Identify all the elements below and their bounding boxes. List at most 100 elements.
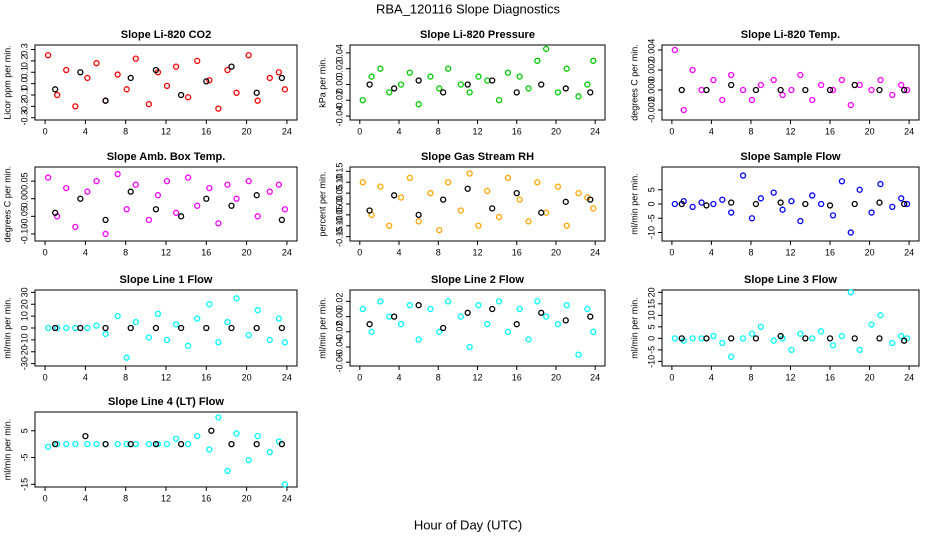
y-tick-label: -0.05 (19, 206, 29, 227)
point (851, 335, 858, 342)
y-tick-label: -0.3 (19, 110, 29, 126)
point (829, 86, 837, 94)
point (898, 195, 905, 202)
point (826, 86, 834, 94)
point (898, 332, 905, 340)
point (228, 202, 235, 209)
x-tick-label: 4 (397, 247, 402, 257)
point (278, 216, 286, 224)
y-tick-label: -0.15 (334, 226, 344, 247)
x-tick-label: 16 (512, 372, 522, 382)
point (194, 432, 201, 440)
panel-title: Slope Line 3 Flow (744, 274, 837, 286)
point (444, 179, 452, 186)
point (154, 310, 162, 317)
point (228, 63, 235, 70)
x-tick-label: 16 (825, 372, 835, 382)
point (868, 86, 875, 94)
point (366, 207, 373, 214)
x-tick-label: 16 (512, 247, 522, 257)
point (464, 81, 471, 88)
point (680, 106, 687, 114)
point (278, 324, 286, 332)
panel-title: Slope Amb. Box Temp. (107, 151, 226, 163)
point (114, 170, 121, 178)
panel-title: Slope Li-820 Pressure (420, 29, 535, 41)
x-tick-label: 12 (161, 126, 171, 136)
point (838, 332, 846, 340)
y-tick-label: 0.002 (646, 59, 656, 82)
point (163, 82, 171, 90)
point (719, 196, 726, 203)
point (114, 71, 121, 78)
y-tick-label: 0 (646, 336, 656, 341)
point (377, 65, 384, 72)
point (710, 76, 717, 84)
point (728, 335, 735, 342)
point (809, 192, 816, 199)
point (757, 195, 764, 202)
point (513, 189, 520, 197)
point (457, 313, 464, 320)
point (224, 467, 231, 475)
x-tick-label: 12 (161, 247, 171, 257)
point (368, 328, 375, 335)
y-tick-label: -5 (646, 346, 656, 354)
point (194, 202, 201, 209)
point (397, 81, 405, 88)
x-tick-label: 12 (161, 372, 171, 382)
point (543, 45, 550, 53)
x-tick-label: 8 (436, 247, 441, 257)
point (397, 321, 405, 328)
point (54, 324, 61, 332)
point (689, 335, 696, 342)
point (102, 440, 109, 448)
point (145, 216, 153, 224)
point (206, 446, 213, 453)
point (587, 196, 594, 203)
x-tick-label: 24 (904, 126, 914, 136)
y-axis-label: degrees C per min. (629, 44, 639, 121)
y-tick-label: 0.1 (19, 66, 29, 79)
point (901, 200, 908, 208)
point (63, 440, 70, 448)
point (797, 330, 804, 337)
point (245, 177, 252, 185)
point (82, 432, 89, 440)
plot-box (34, 166, 298, 242)
point (44, 324, 52, 332)
point (123, 440, 130, 448)
point (868, 321, 875, 328)
x-tick-label: 20 (551, 126, 561, 136)
point (847, 101, 854, 109)
point (817, 328, 825, 335)
y-tick-label: -0.06 (334, 352, 344, 373)
point (84, 74, 91, 82)
point (77, 195, 84, 202)
x-tick-label: 4 (397, 126, 402, 136)
x-tick-label: 0 (669, 247, 674, 257)
y-tick-label: -0.02 (334, 322, 344, 343)
point (826, 335, 834, 342)
point (516, 196, 523, 203)
point (266, 188, 273, 195)
point (123, 354, 130, 361)
y-tick-label: 0.00 (334, 308, 344, 326)
y-tick-label: 0.05 (334, 184, 344, 202)
x-tick-label: 12 (785, 372, 795, 382)
y-tick-label: 0.04 (334, 44, 344, 62)
point (689, 203, 696, 210)
point (114, 312, 121, 320)
x-tick-label: 16 (201, 493, 211, 503)
point (698, 335, 705, 342)
point (84, 188, 91, 195)
point (245, 457, 252, 464)
x-tick-label: 8 (748, 247, 753, 257)
point (889, 339, 896, 347)
point (415, 77, 422, 84)
x-tick-label: 16 (825, 247, 835, 257)
point (228, 324, 235, 332)
x-tick-label: 20 (242, 493, 252, 503)
point (525, 218, 532, 225)
point (752, 200, 760, 208)
